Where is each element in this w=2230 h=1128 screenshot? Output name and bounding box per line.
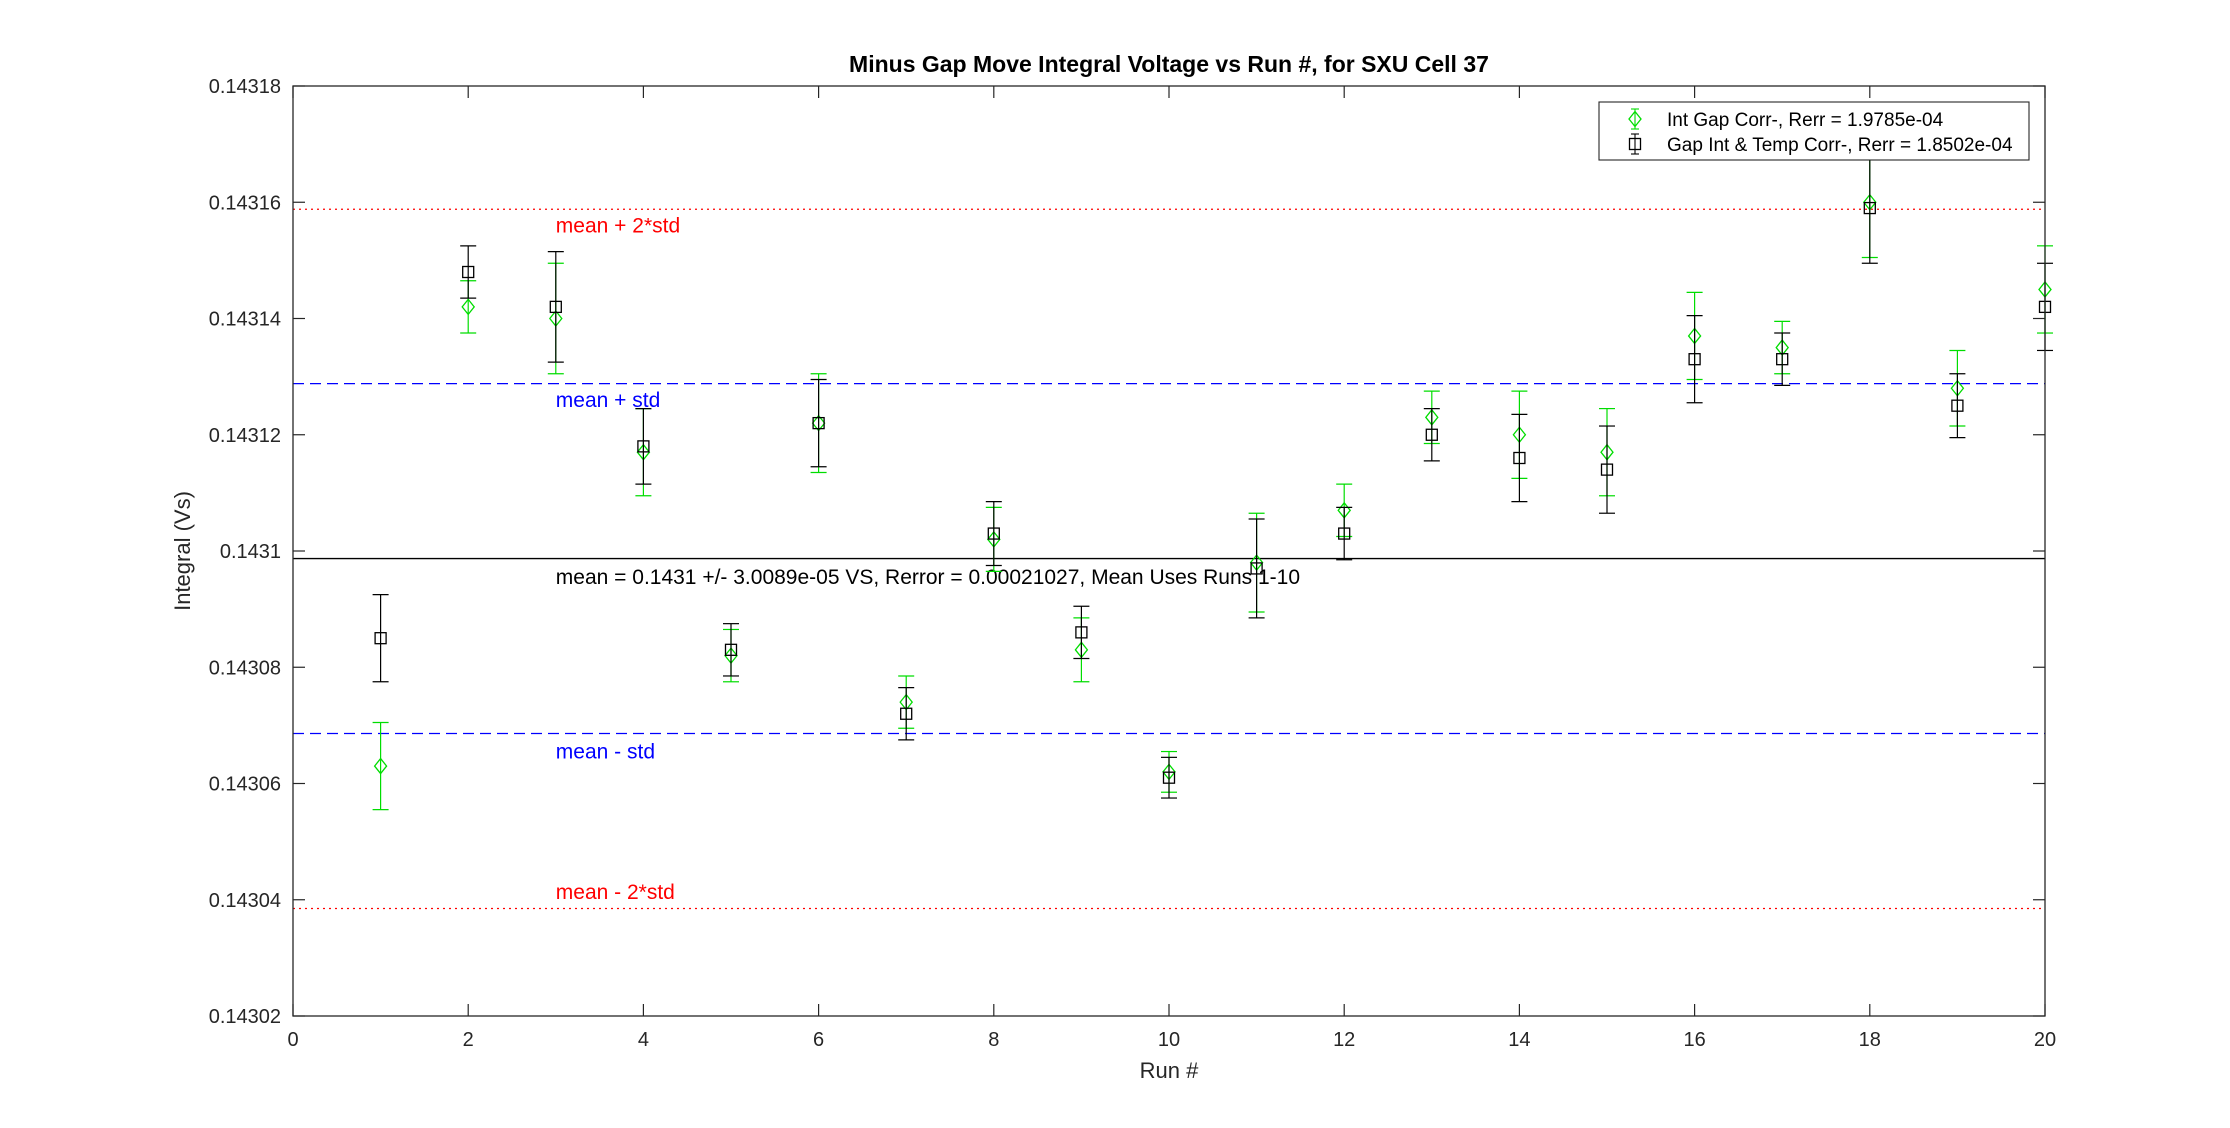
y-tick-label: 0.14316: [209, 192, 281, 214]
y-tick-label: 0.14306: [209, 774, 281, 796]
reference-line-label: mean - 2*std: [556, 881, 675, 904]
x-tick-label: 6: [813, 1029, 824, 1051]
data-point: [987, 527, 1000, 540]
legend-marker: [1628, 110, 1642, 128]
data-point: [1776, 353, 1789, 366]
reference-line-label: mean = 0.1431 +/- 3.0089e-05 VS, Rerror …: [556, 566, 1300, 589]
legend-box: [1598, 101, 2030, 161]
x-axis-label: Run #: [1140, 1058, 1199, 1083]
reference-lines: mean + 2*std mean + std mean = 0.1431 +/- …: [293, 208, 2045, 910]
data-point: [1250, 562, 1263, 575]
chart-title: Minus Gap Move Integral Voltage vs Run #…: [849, 51, 1489, 77]
reference-line-label: mean + 2*std: [556, 215, 680, 238]
x-tick-label: 0: [287, 1029, 298, 1051]
legend: Int Gap Corr-, Rerr = 1.9785e-04 Gap Int …: [1598, 101, 2030, 161]
data-point: [1425, 428, 1438, 441]
series-0: [372, 146, 2053, 811]
y-axis-label: Integral (Vs): [170, 491, 195, 611]
data-point: [1688, 353, 1701, 366]
data-point: [900, 707, 913, 720]
data-point: [1600, 463, 1614, 476]
y-tick-label: 0.1431: [220, 541, 281, 563]
legend-entry: Int Gap Corr-, Rerr = 1.9785e-04: [1628, 108, 1944, 131]
plot-area-frame: [292, 85, 2046, 1017]
legend-label: Int Gap Corr-, Rerr = 1.9785e-04: [1667, 110, 1944, 131]
reference-line-label: mean + std: [556, 389, 660, 412]
data-point: [724, 643, 738, 656]
data-point: [374, 632, 387, 645]
y-tick-label: 0.14304: [209, 890, 281, 912]
y-tick-label: 0.14308: [209, 657, 281, 679]
x-tick-label: 10: [1158, 1029, 1180, 1051]
legend-label: Gap Int & Temp Corr-, Rerr = 1.8502e-04: [1667, 135, 2013, 156]
data-point: [1513, 451, 1526, 465]
legend-entry: Gap Int & Temp Corr-, Rerr = 1.8502e-04: [1628, 133, 2013, 156]
data-point: [1075, 626, 1088, 639]
x-tick-label: 16: [1683, 1029, 1705, 1051]
x-tick-label: 2: [463, 1029, 474, 1051]
data-point: [373, 757, 388, 775]
y-tick-label: 0.14302: [209, 1006, 281, 1028]
x-tick-label: 14: [1508, 1029, 1530, 1051]
x-tick-label: 8: [988, 1029, 999, 1051]
data-point: [1338, 527, 1351, 540]
y-tick-label: 0.14318: [209, 76, 281, 98]
x-tick-label: 18: [1859, 1029, 1881, 1051]
series-1: [372, 152, 2053, 799]
data-series: [372, 146, 2053, 811]
y-tick-label: 0.14312: [209, 425, 281, 447]
y-axis-ticks: 0.14302 0.14304 0.14306 0.14308 0.1431 0.1431…: [209, 76, 2045, 1028]
x-tick-label: 12: [1333, 1029, 1355, 1051]
data-point: [637, 440, 650, 453]
y-tick-label: 0.14314: [209, 309, 281, 331]
data-point: [1162, 771, 1176, 784]
x-tick-label: 20: [2034, 1029, 2056, 1051]
x-tick-label: 4: [638, 1029, 649, 1051]
data-point: [1863, 201, 1876, 215]
data-point: [812, 416, 825, 430]
legend-marker: [1628, 137, 1642, 151]
data-point: [1951, 399, 1964, 412]
data-point: [549, 300, 562, 314]
data-point: [462, 265, 475, 279]
reference-line-label: mean - std: [556, 741, 655, 764]
data-point: [461, 298, 476, 316]
